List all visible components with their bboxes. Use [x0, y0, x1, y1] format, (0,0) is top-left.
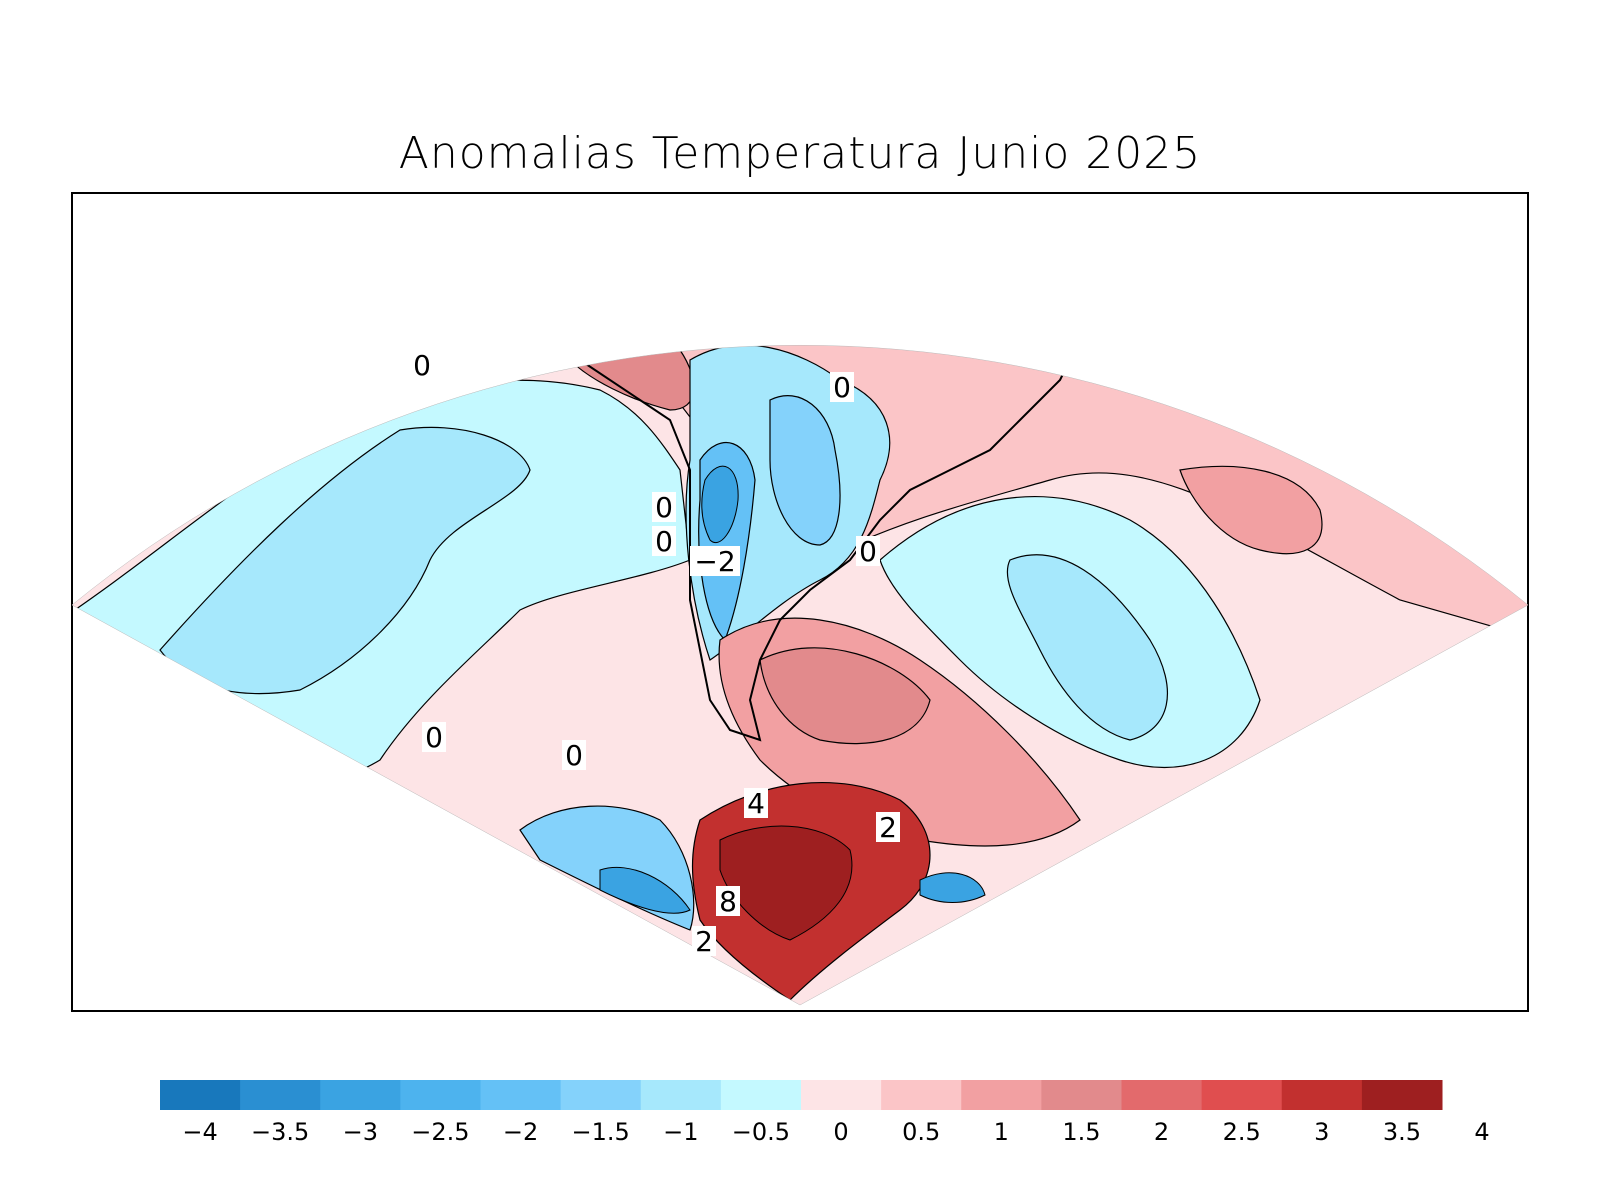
colorbar-swatch [1361, 1080, 1443, 1110]
colorbar-tick-label: 0.5 [902, 1118, 940, 1146]
colorbar-tick-label: −1.5 [572, 1118, 630, 1146]
colorbar-swatch [961, 1080, 1042, 1110]
colorbar-tick-label: 2.5 [1223, 1118, 1261, 1146]
contour-labels: 0 0 0 0 0 0 0 −2 4 2 8 2 [410, 349, 900, 958]
colorbar: −4 −3.5 −3 −2.5 −2 −1.5 −1 −0.5 0 0.5 1 1.5 2 2.5 3 3.5… [160, 1080, 1490, 1146]
region-weddell-cold [919, 872, 986, 903]
contour-label: 2 [695, 925, 713, 958]
colorbar-tick-label: 3.5 [1383, 1118, 1421, 1146]
contour-label: 0 [425, 721, 443, 754]
colorbar-swatch [480, 1080, 562, 1110]
region-argentina-cold-min [701, 465, 739, 543]
colorbar-tick-label: −2 [503, 1118, 538, 1146]
contour-label-box [652, 492, 676, 522]
contour-label-box [856, 536, 880, 566]
contour-label: −2 [694, 545, 735, 578]
colorbar-tick-label: 0 [833, 1118, 848, 1146]
coastline [499, 345, 1082, 742]
colorbar-tick-label: −4 [182, 1118, 217, 1146]
contour-label: 0 [413, 349, 431, 382]
contour-label-box [562, 740, 586, 770]
contour-label-box [690, 546, 740, 576]
colorbar-swatch [560, 1080, 642, 1110]
contour-label: 4 [747, 787, 765, 820]
map-fan-outline [71, 344, 1529, 1006]
contour-label: 8 [719, 885, 737, 918]
colorbar-swatch [720, 1080, 802, 1110]
colorbar-tick-label: 3 [1314, 1118, 1329, 1146]
region-patagonia-warm-core [759, 647, 931, 745]
colorbar-tick-label: 2 [1154, 1118, 1169, 1146]
colorbar-tick-label: 1.5 [1062, 1118, 1100, 1146]
contour-label: 0 [655, 491, 673, 524]
colorbar-swatch [640, 1080, 722, 1110]
contour-label-box [692, 926, 716, 956]
region-atlantic-warm [1179, 465, 1323, 555]
contour-label: 0 [565, 739, 583, 772]
contour-label-box [652, 526, 676, 556]
colorbar-tick-label: −3.5 [251, 1118, 309, 1146]
colorbar-tick-label: 1 [994, 1118, 1009, 1146]
colorbar-swatch [1041, 1080, 1123, 1110]
colorbar-swatch [400, 1080, 482, 1110]
colorbar-tick-label: −3 [343, 1118, 378, 1146]
contour-label-box [716, 886, 740, 916]
colorbar-swatch [1121, 1080, 1203, 1110]
colorbar-swatch [240, 1080, 321, 1110]
colorbar-swatch [1281, 1080, 1363, 1110]
region-atlantic-cold-core [1006, 554, 1168, 741]
colorbar-swatch [801, 1080, 882, 1110]
colorbar-swatch [160, 1080, 241, 1110]
contour-label: 0 [655, 525, 673, 558]
colorbar-swatch [320, 1080, 401, 1110]
colorbar-tick-label: −2.5 [411, 1118, 469, 1146]
colorbar-swatch [1201, 1080, 1283, 1110]
contour-label: 2 [879, 811, 897, 844]
colorbar-tick-label: −1 [663, 1118, 698, 1146]
colorbar-tick-label: 4 [1474, 1118, 1489, 1146]
region-south-pacific-cold-core [599, 866, 691, 914]
contour-label-box [876, 812, 900, 842]
map-title: Anomalias Temperatura Junio 2025 [399, 128, 1201, 179]
contour-label: 0 [859, 535, 877, 568]
region-argentina-cold-core-east [769, 395, 841, 546]
region-pacific-cold-core [159, 426, 531, 695]
contour-label-box [410, 350, 434, 380]
region-antarctic-hottest [719, 825, 853, 941]
contour-label-box [744, 788, 768, 818]
contour-label-box [422, 722, 446, 752]
colorbar-tick-label: −0.5 [732, 1118, 790, 1146]
contour-label-box [830, 372, 854, 402]
colorbar-swatch [881, 1080, 962, 1110]
contour-label: 0 [833, 371, 851, 404]
